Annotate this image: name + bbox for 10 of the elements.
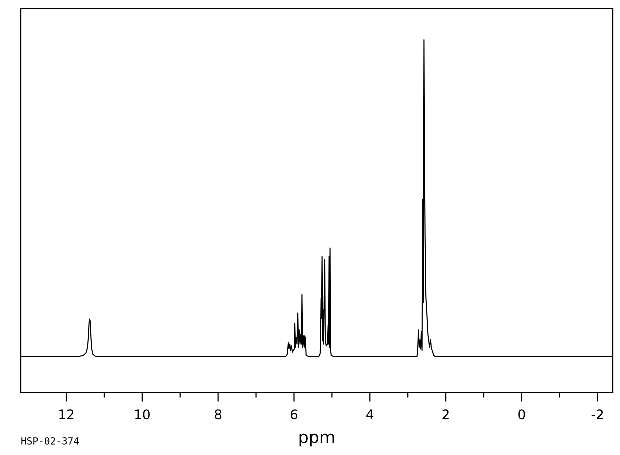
x-tick-label: 0 — [518, 410, 526, 420]
x-tick-label: 12 — [60, 410, 74, 420]
x-tick-label: -2 — [592, 410, 604, 420]
x-axis-title: ppm — [300, 434, 334, 447]
x-tick-label: 8 — [215, 410, 222, 420]
x-tick-label: 10 — [135, 410, 150, 420]
x-tick-label: 6 — [290, 410, 298, 420]
x-tick-label: 2 — [442, 410, 449, 420]
text: HSP-02-374 — [22, 437, 80, 445]
x-tick-label: 4 — [366, 410, 374, 420]
